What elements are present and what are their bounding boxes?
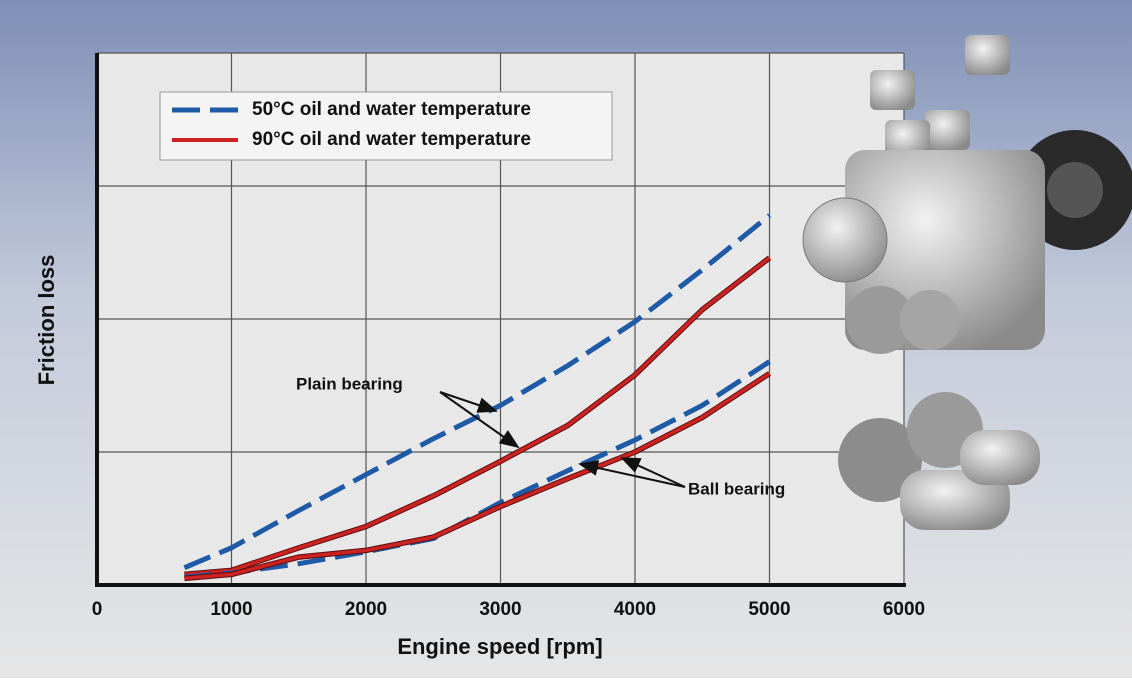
annotation: Ball bearing (688, 479, 785, 498)
legend-label: 50°C oil and water temperature (252, 99, 531, 120)
chart: 50°C oil and water temperature 90°C oil a… (0, 0, 1132, 678)
x-tick-label: 0 (92, 599, 103, 620)
x-tick-label: 1000 (210, 599, 252, 620)
annotation: Plain bearing (296, 374, 403, 393)
x-tick-label: 5000 (748, 599, 790, 620)
x-tick-label: 2000 (345, 599, 387, 620)
x-tick-label: 6000 (883, 599, 925, 620)
x-tick-label: 3000 (479, 599, 521, 620)
legend-label: 90°C oil and water temperature (252, 129, 531, 150)
x-axis-label: Engine speed [rpm] (397, 634, 602, 659)
y-axis-label: Friction loss (34, 255, 59, 386)
x-tick-label: 4000 (614, 599, 656, 620)
page: 50°C oil and water temperature 90°C oil a… (0, 0, 1132, 683)
